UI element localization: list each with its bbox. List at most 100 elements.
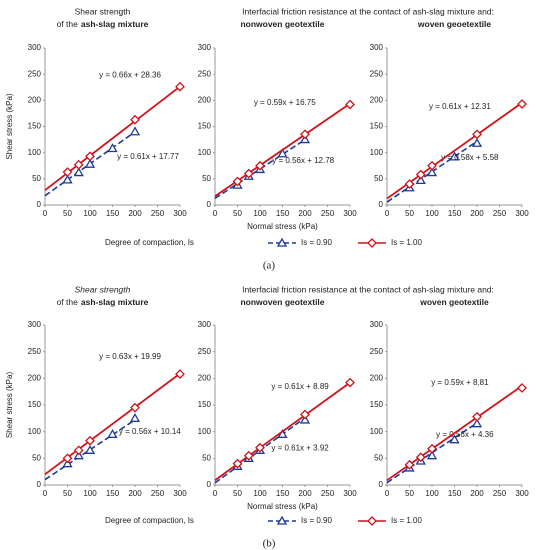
- y-tick-label: 50: [32, 453, 41, 462]
- x-tick-label: 100: [425, 489, 439, 498]
- data-point: [345, 99, 355, 110]
- x-axis-label: Normal stress (kPa): [247, 222, 318, 231]
- subtitle-part: ash-slag mixture: [81, 19, 149, 29]
- data-point: [62, 453, 73, 464]
- trend-equation: y = 0.66x + 28.36: [99, 70, 161, 79]
- y-tick-label: 300: [28, 320, 42, 329]
- trend-equation: y = 0.63x + 19.99: [99, 352, 161, 361]
- y-tick-label: 200: [28, 373, 42, 382]
- x-tick-label: 150: [106, 209, 120, 218]
- x-tick-label: 150: [448, 209, 462, 218]
- legend-marker: [367, 238, 377, 248]
- x-tick-label: 50: [405, 209, 414, 218]
- y-tick-label: 200: [370, 373, 384, 382]
- data-point: [427, 443, 437, 454]
- y-tick-label: 300: [198, 43, 212, 52]
- x-tick-label: 100: [253, 489, 267, 498]
- x-tick-label: 200: [128, 489, 142, 498]
- y-tick-label: 300: [198, 320, 212, 329]
- subtitle-part: nonwoven geotextile: [240, 19, 324, 29]
- x-tick-label: 50: [233, 209, 242, 218]
- data-point: [415, 175, 426, 185]
- x-tick-label: 0: [213, 489, 218, 498]
- data-point: [73, 167, 84, 177]
- data-point: [62, 167, 73, 177]
- data-point: [129, 413, 141, 422]
- y-axis-label: Shear stress (kPa): [5, 372, 14, 439]
- trend-equation: y = 0.56x + 4.36: [436, 430, 494, 439]
- chart-subtitle: of the ash-slag mixture: [57, 19, 149, 29]
- y-tick-label: 250: [198, 69, 212, 78]
- chart-subtitle: of the ash-slag mixture: [57, 297, 149, 307]
- legend-marker: [276, 515, 288, 525]
- x-tick-label: 100: [83, 489, 97, 498]
- y-tick-label: 50: [202, 453, 211, 462]
- x-axis-label: Normal stress (kPa): [247, 502, 318, 511]
- y-tick-label: 100: [28, 427, 42, 436]
- x-tick-label: 0: [43, 489, 48, 498]
- x-tick-label: 250: [493, 489, 507, 498]
- chart-subtitle: woven geoetextile: [417, 19, 491, 29]
- data-point: [345, 377, 355, 388]
- data-point: [243, 450, 254, 461]
- y-tick-label: 100: [370, 148, 384, 157]
- data-point: [62, 174, 73, 184]
- data-point: [415, 169, 426, 180]
- data-point: [300, 409, 310, 420]
- y-tick-label: 100: [198, 148, 212, 157]
- trend-equation: y = 0.58x + 5.58: [441, 153, 499, 162]
- trend-equation: y = 0.61x + 12.31: [429, 102, 491, 111]
- data-point: [426, 167, 438, 177]
- y-tick-label: 300: [370, 320, 384, 329]
- x-tick-label: 0: [43, 209, 48, 218]
- y-tick-label: 300: [370, 43, 384, 52]
- data-point: [85, 151, 95, 162]
- x-tick-label: 300: [343, 489, 357, 498]
- panel-label: (a): [263, 260, 276, 272]
- trend-equation: y = 0.61x + 3.92: [271, 443, 329, 452]
- data-point: [130, 402, 140, 413]
- y-tick-label: 100: [198, 427, 212, 436]
- x-tick-label: 200: [470, 209, 484, 218]
- data-point: [84, 445, 96, 454]
- x-tick-label: 300: [515, 489, 529, 498]
- y-axis-label: Shear stress (kPa): [5, 93, 14, 160]
- y-tick-label: 0: [207, 200, 212, 209]
- x-tick-label: 300: [173, 209, 187, 218]
- data-point: [129, 126, 141, 136]
- data-point: [130, 114, 140, 125]
- y-tick-label: 50: [202, 174, 211, 183]
- data-point: [255, 160, 265, 171]
- y-tick-label: 100: [370, 427, 384, 436]
- y-tick-label: 50: [374, 453, 383, 462]
- y-tick-label: 250: [28, 347, 42, 356]
- chart-subtitle: nonwoven geotextile: [240, 297, 324, 307]
- y-tick-label: 150: [28, 400, 42, 409]
- trend-equation: y = 0.56x + 10.14: [119, 427, 181, 436]
- x-tick-label: 100: [253, 209, 267, 218]
- x-tick-label: 200: [128, 209, 142, 218]
- x-tick-label: 300: [343, 209, 357, 218]
- legend-marker: [367, 516, 377, 526]
- y-tick-label: 100: [28, 148, 42, 157]
- x-tick-label: 250: [493, 209, 507, 218]
- chart-subtitle: woven geotextile: [419, 297, 489, 307]
- data-point: [85, 435, 95, 446]
- data-point: [243, 168, 254, 179]
- data-point: [73, 445, 84, 456]
- y-tick-label: 250: [28, 69, 42, 78]
- y-tick-label: 0: [37, 480, 42, 489]
- y-tick-label: 200: [198, 373, 212, 382]
- x-tick-label: 150: [276, 209, 290, 218]
- data-point: [471, 418, 483, 428]
- y-tick-label: 150: [198, 122, 212, 131]
- x-tick-label: 50: [405, 489, 414, 498]
- x-tick-label: 250: [321, 209, 335, 218]
- legend-label: Is = 0.90: [301, 516, 332, 525]
- data-point: [427, 160, 437, 171]
- x-tick-label: 300: [515, 209, 529, 218]
- legend-label: Is = 1.00: [391, 238, 422, 247]
- y-tick-label: 200: [28, 95, 42, 104]
- y-tick-label: 250: [198, 347, 212, 356]
- x-tick-label: 0: [213, 209, 218, 218]
